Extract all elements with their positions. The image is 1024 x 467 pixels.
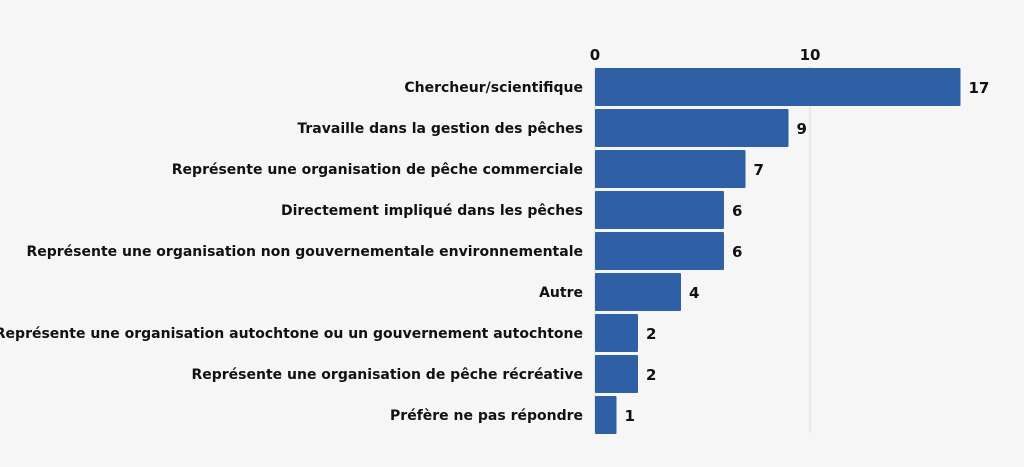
x-axis-ticks: 0 10 [590, 46, 821, 64]
x-tick-label: 0 [590, 46, 600, 64]
category-label: Préfère ne pas répondre [390, 408, 583, 424]
bar [595, 232, 724, 270]
x-tick-label: 10 [800, 46, 821, 64]
category-label: Représente une organisation non gouverne… [26, 244, 583, 260]
category-label: Représente une organisation de pêche com… [172, 162, 583, 178]
bar [595, 109, 789, 147]
bar [595, 150, 746, 188]
category-label: Directement impliqué dans les pêches [281, 203, 583, 219]
value-label: 7 [754, 161, 764, 179]
bar [595, 68, 961, 106]
category-label: Travaille dans la gestion des pêches [297, 121, 583, 137]
bar [595, 355, 638, 393]
value-label: 2 [646, 325, 656, 343]
bar [595, 191, 724, 229]
value-labels: 17 9 7 6 6 4 2 2 1 [625, 79, 990, 425]
bars [595, 68, 961, 434]
value-label: 4 [689, 284, 699, 302]
value-label: 9 [797, 120, 807, 138]
category-label: Représente une organisation de pêche réc… [191, 367, 583, 383]
value-label: 17 [969, 79, 990, 97]
bar [595, 314, 638, 352]
value-label: 2 [646, 366, 656, 384]
value-label: 1 [625, 407, 635, 425]
category-label: Autre [539, 285, 583, 301]
category-label: Représente une organisation autochtone o… [0, 326, 583, 342]
value-label: 6 [732, 202, 742, 220]
category-labels: Chercheur/scientifique Travaille dans la … [0, 80, 583, 424]
category-label: Chercheur/scientifique [404, 80, 583, 96]
value-label: 6 [732, 243, 742, 261]
bar [595, 273, 681, 311]
bar [595, 396, 617, 434]
